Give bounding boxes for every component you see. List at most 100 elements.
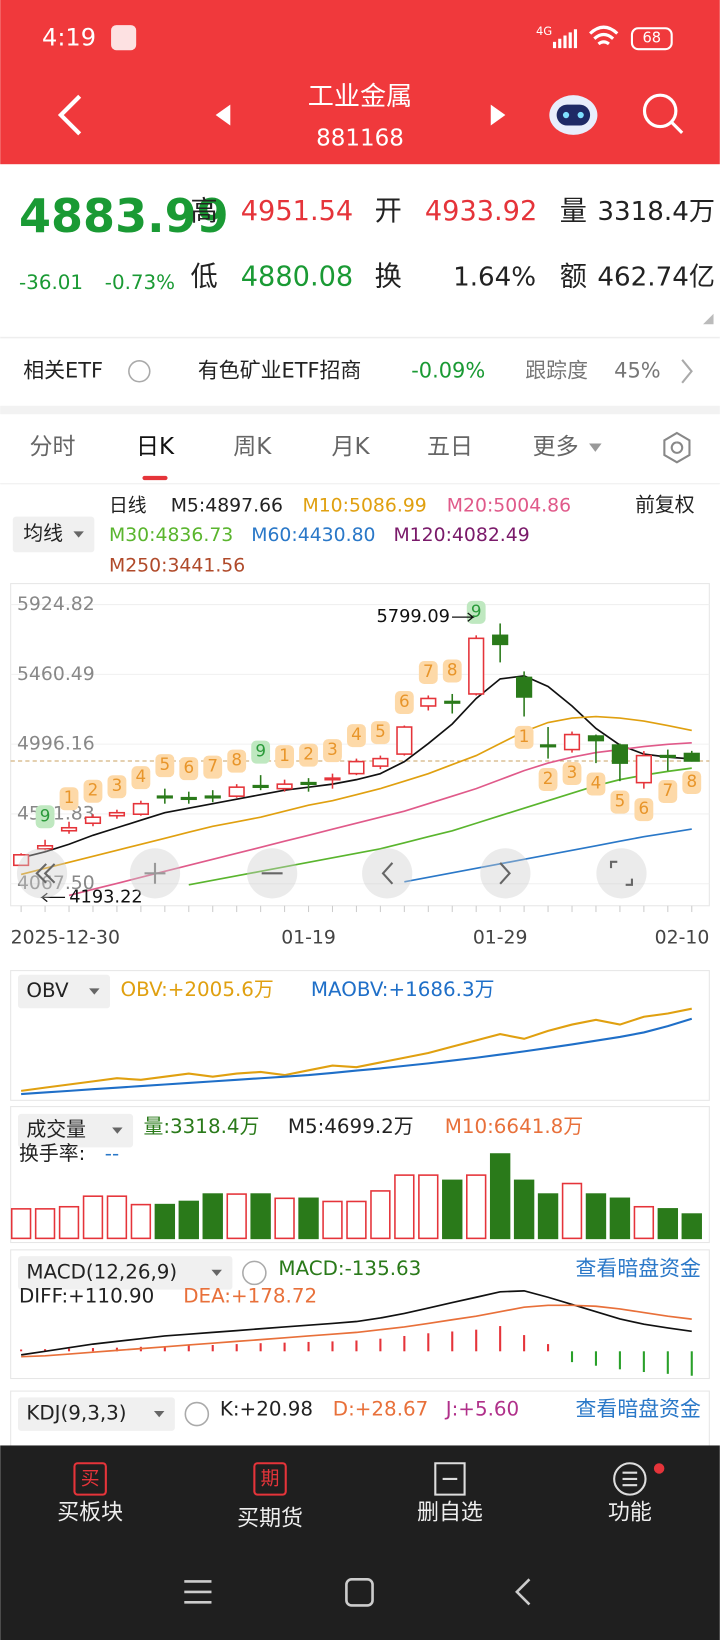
tracking-label: 跟踪度 [525, 358, 588, 382]
stat-value: 4880.08 [241, 262, 353, 293]
nav-icon [434, 1462, 466, 1496]
more-arrow [589, 443, 602, 452]
back-button[interactable] [57, 94, 82, 136]
home-key[interactable] [345, 1578, 374, 1607]
volume-bar [130, 1203, 152, 1240]
volume-bar [513, 1179, 535, 1240]
settings-button[interactable] [663, 431, 691, 464]
obv-line [20, 1007, 692, 1092]
control-fullscreen[interactable] [596, 848, 647, 899]
indicator-selector: 均线 [23, 522, 63, 545]
td-count: 2 [88, 780, 99, 800]
nav-item[interactable]: 删自选 [417, 1462, 483, 1525]
kline-frame [10, 583, 710, 907]
candle-body [372, 757, 389, 767]
ma-label: M60:4430.80 [251, 525, 375, 546]
tab[interactable]: 周K [233, 434, 272, 460]
obv-line [21, 1017, 693, 1096]
td-badge [418, 660, 438, 684]
help-icon [242, 1260, 267, 1286]
y-tick-label: 4067.50 [17, 873, 95, 894]
volume-bar [394, 1174, 415, 1240]
macd-line [20, 1290, 692, 1356]
candle-body [180, 796, 197, 801]
next-button[interactable] [490, 104, 506, 126]
control-left[interactable] [362, 848, 413, 899]
search-button[interactable] [642, 93, 684, 134]
nav-icon-text: 买 [81, 1468, 100, 1489]
divider [0, 336, 720, 339]
back-key[interactable] [515, 1578, 531, 1606]
candle-body [156, 795, 173, 799]
prev-button[interactable] [215, 104, 231, 126]
stat-value: 4933.92 [425, 196, 537, 227]
volume-legend: M10:6641.8万 [445, 1115, 583, 1138]
tab[interactable]: 日K [136, 434, 175, 460]
ma-line [20, 715, 692, 876]
nav-icon-text: 期 [261, 1467, 280, 1489]
tab[interactable]: 分时 [30, 434, 76, 460]
selector-box[interactable] [12, 516, 95, 553]
macd-line [21, 1304, 692, 1358]
kdj-link[interactable]: 查看暗盘资金 [576, 1397, 702, 1421]
candle-body [420, 697, 437, 707]
volume-bar [106, 1195, 128, 1240]
macd-link[interactable]: 查看暗盘资金 [576, 1257, 702, 1281]
selector-box[interactable] [17, 974, 111, 1009]
td-count: 8 [686, 771, 697, 791]
etf-row[interactable]: 相关ETF 有色矿业ETF招商 -0.09% 跟踪度 45% [23, 358, 693, 384]
selector-box[interactable] [17, 1113, 134, 1148]
td-count: 6 [639, 798, 650, 818]
divider [0, 405, 720, 415]
td-count: 5 [160, 754, 171, 774]
selector-box[interactable] [17, 1256, 233, 1290]
nav-item[interactable]: 功能 [608, 1462, 665, 1525]
menu-key[interactable] [184, 1580, 212, 1604]
bottom-nav [0, 1445, 720, 1640]
td-badge [251, 740, 271, 764]
ma-line [188, 767, 692, 886]
control-right[interactable] [480, 848, 531, 899]
candle-body [683, 752, 700, 762]
ma-label: M30:4836.73 [109, 525, 233, 546]
ma-label: M10:5086.99 [302, 496, 426, 517]
td-badge [610, 790, 630, 814]
control-rewind[interactable] [16, 848, 68, 899]
stat-label: 开 [375, 196, 402, 227]
tab[interactable]: 月K [332, 434, 371, 460]
volume-bar [322, 1200, 343, 1240]
panel-frame [10, 970, 710, 1101]
x-tick-label: 01-29 [473, 928, 528, 949]
adjust-label[interactable]: 前复权 [635, 494, 695, 517]
ma-line [404, 828, 692, 883]
volume-bar [10, 1208, 32, 1240]
tab[interactable]: 五日 [427, 434, 473, 460]
volume-bar [418, 1174, 439, 1240]
x-tick-label: 2025-12-30 [11, 928, 120, 949]
robot-button[interactable] [549, 95, 598, 135]
volume-bar [58, 1205, 80, 1240]
td-count: 1 [519, 726, 530, 746]
tab-indicator [142, 475, 168, 481]
selector-box[interactable] [17, 1397, 175, 1431]
td-badge [658, 780, 678, 804]
td-count: 5 [375, 721, 386, 741]
etf-name: 有色矿业ETF招商 [198, 358, 361, 382]
candle-body [611, 744, 629, 764]
td-count: 7 [207, 756, 218, 776]
candle-body [276, 783, 293, 790]
chart-controls [16, 848, 647, 899]
wifi-icon [589, 25, 619, 46]
change-pct: -0.73% [105, 271, 175, 294]
td-count: 2 [543, 768, 554, 788]
divider [0, 483, 720, 485]
volume-bar [609, 1197, 631, 1240]
tab[interactable]: 更多 [533, 434, 579, 460]
high-arrow [452, 612, 475, 622]
candle-body [300, 781, 317, 786]
volume-bar [633, 1205, 655, 1240]
nav-label: 删自选 [417, 1500, 483, 1525]
